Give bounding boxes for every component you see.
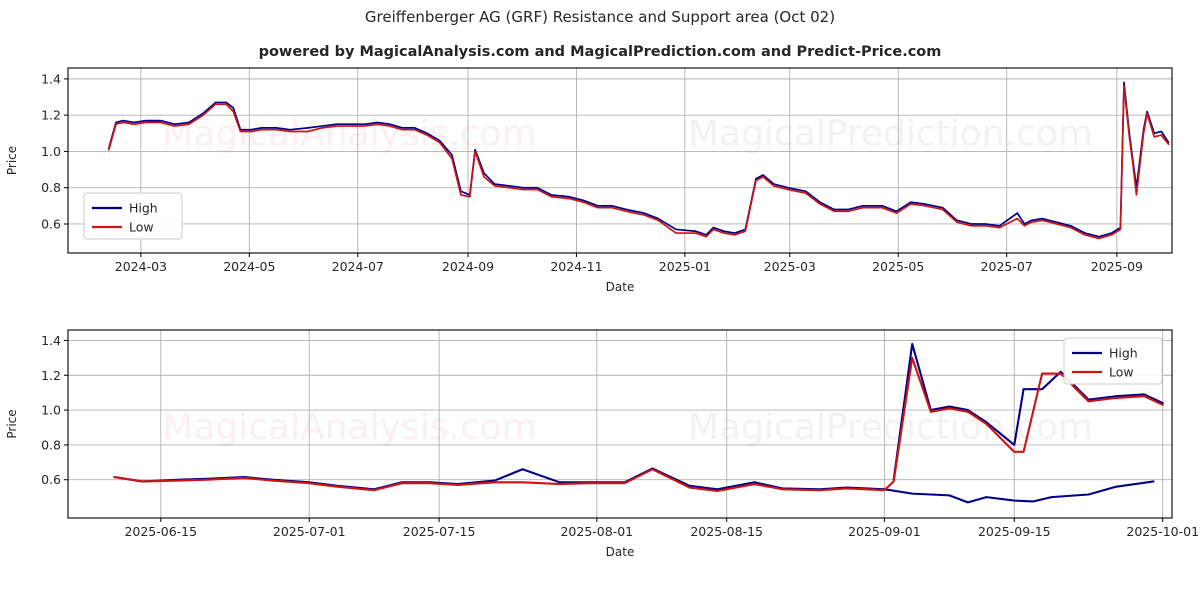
svg-text:1.0: 1.0 <box>41 403 61 418</box>
svg-text:Date: Date <box>606 545 635 559</box>
svg-text:1.4: 1.4 <box>41 333 61 348</box>
svg-text:2025-05: 2025-05 <box>872 259 924 274</box>
svg-text:2025-07-15: 2025-07-15 <box>403 524 476 539</box>
svg-text:2025-06-15: 2025-06-15 <box>124 524 197 539</box>
svg-text:2025-08-01: 2025-08-01 <box>560 524 633 539</box>
page-subtitle: powered by MagicalAnalysis.com and Magic… <box>258 44 942 60</box>
svg-text:1.0: 1.0 <box>41 144 61 159</box>
svg-text:Low: Low <box>129 220 154 235</box>
svg-text:MagicalAnalysis.com: MagicalAnalysis.com <box>162 407 536 448</box>
svg-text:Price: Price <box>5 146 19 175</box>
svg-text:2024-05: 2024-05 <box>223 259 275 274</box>
page-title: Greiffenberger AG (GRF) Resistance and S… <box>364 8 836 26</box>
svg-text:2025-03: 2025-03 <box>764 259 816 274</box>
svg-text:High: High <box>1109 346 1138 361</box>
svg-text:Price: Price <box>5 409 19 438</box>
svg-text:2025-09-01: 2025-09-01 <box>848 524 921 539</box>
overview-chart: MagicalAnalysis.com MagicalPrediction.com… <box>0 60 1200 315</box>
svg-text:Low: Low <box>1109 365 1134 380</box>
svg-text:0.6: 0.6 <box>41 216 61 231</box>
svg-text:1.4: 1.4 <box>41 71 61 86</box>
svg-text:High: High <box>129 201 158 216</box>
svg-text:2025-01: 2025-01 <box>659 259 711 274</box>
svg-text:0.8: 0.8 <box>41 437 61 452</box>
svg-text:2025-10-01: 2025-10-01 <box>1126 524 1199 539</box>
svg-text:2024-03: 2024-03 <box>115 259 167 274</box>
svg-text:1.2: 1.2 <box>41 108 61 123</box>
svg-text:2025-07: 2025-07 <box>981 259 1033 274</box>
svg-text:2025-09-15: 2025-09-15 <box>978 524 1051 539</box>
svg-text:2025-07-01: 2025-07-01 <box>273 524 346 539</box>
zoom-chart: MagicalAnalysis.com MagicalPrediction.com… <box>0 318 1200 590</box>
svg-text:0.6: 0.6 <box>41 472 61 487</box>
svg-text:Date: Date <box>606 280 635 294</box>
svg-text:MagicalPrediction.com: MagicalPrediction.com <box>688 114 1093 155</box>
svg-text:0.8: 0.8 <box>41 180 61 195</box>
svg-text:2024-09: 2024-09 <box>442 259 494 274</box>
svg-text:2024-07: 2024-07 <box>332 259 384 274</box>
svg-text:1.2: 1.2 <box>41 368 61 383</box>
svg-text:2024-11: 2024-11 <box>550 259 602 274</box>
svg-text:MagicalAnalysis.com: MagicalAnalysis.com <box>162 114 536 155</box>
svg-text:2025-08-15: 2025-08-15 <box>690 524 763 539</box>
svg-text:2025-09: 2025-09 <box>1091 259 1143 274</box>
